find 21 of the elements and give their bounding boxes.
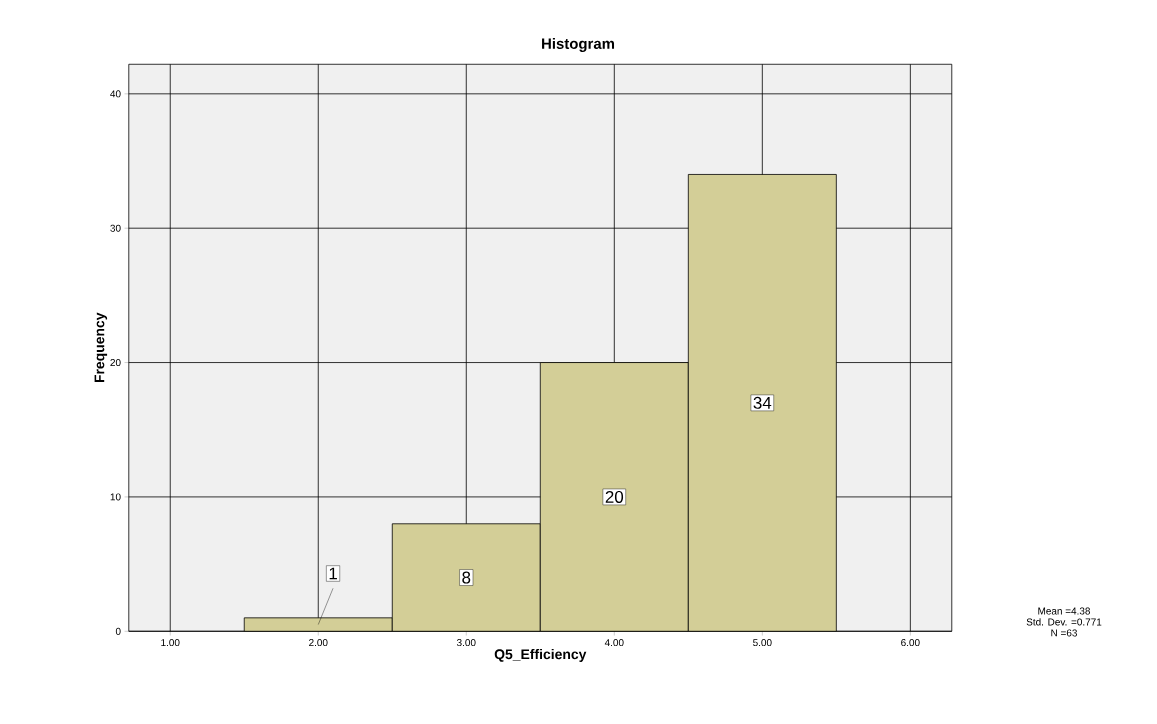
data-label: 8 [462, 571, 471, 584]
text: Std. Dev. =0.771 [1026, 618, 1102, 626]
x-tick-label: 3.00 [456, 639, 476, 647]
text: N =63 [1051, 629, 1077, 637]
x-tick-label: 6.00 [901, 639, 920, 647]
x-tick-label: 1.00 [161, 639, 180, 647]
data-label: 34 [753, 396, 772, 409]
y-tick-label: 0 [115, 627, 121, 635]
y-axis-title: Frequency [94, 312, 108, 383]
data-label: 20 [605, 490, 624, 503]
y-tick-label: 30 [110, 224, 121, 232]
x-axis-title: Q5_Efficiency [494, 648, 587, 662]
text: Mean =4.38 [1038, 607, 1090, 615]
y-tick-label: 10 [110, 493, 121, 501]
data-label: 1 [329, 567, 337, 580]
chart-title: Histogram [542, 37, 615, 52]
x-tick-label: 4.00 [604, 639, 624, 647]
y-tick-label: 20 [110, 359, 121, 367]
x-tick-label: 5.00 [753, 639, 772, 647]
x-tick-label: 2.00 [309, 639, 328, 647]
y-tick-label: 40 [110, 90, 121, 98]
